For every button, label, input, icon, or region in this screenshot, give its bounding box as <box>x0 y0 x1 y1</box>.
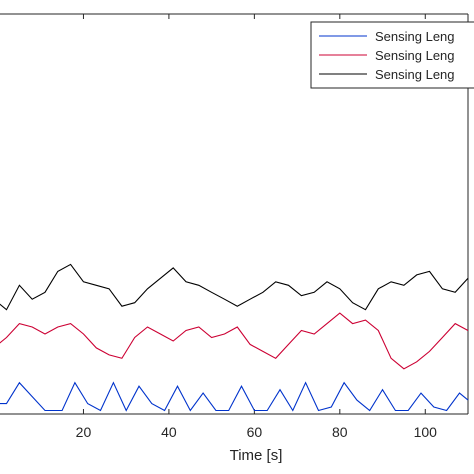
legend-label-1: Sensing Leng <box>375 29 455 44</box>
x-ticks: 20 40 60 80 100 <box>76 14 437 440</box>
axes: 20 40 60 80 100 Time [s] <box>0 13 469 464</box>
legend-entries: Sensing Leng Sensing Leng Sensing Leng <box>319 29 455 82</box>
x-tick-label: 40 <box>161 424 177 440</box>
x-axis-label: Time [s] <box>230 447 283 464</box>
x-tick-label: 60 <box>247 424 263 440</box>
x-tick-label: 20 <box>76 424 92 440</box>
x-tick-label: 100 <box>414 424 438 440</box>
legend: Sensing Leng Sensing Leng Sensing Leng <box>310 21 474 89</box>
series-line-2 <box>0 312 469 370</box>
legend-label-2: Sensing Leng <box>375 48 455 63</box>
series-lines <box>0 263 469 412</box>
legend-label-3: Sensing Leng <box>375 67 455 82</box>
x-tick-label: 80 <box>332 424 348 440</box>
series-line-1 <box>0 381 469 412</box>
series-line-3 <box>0 263 469 311</box>
